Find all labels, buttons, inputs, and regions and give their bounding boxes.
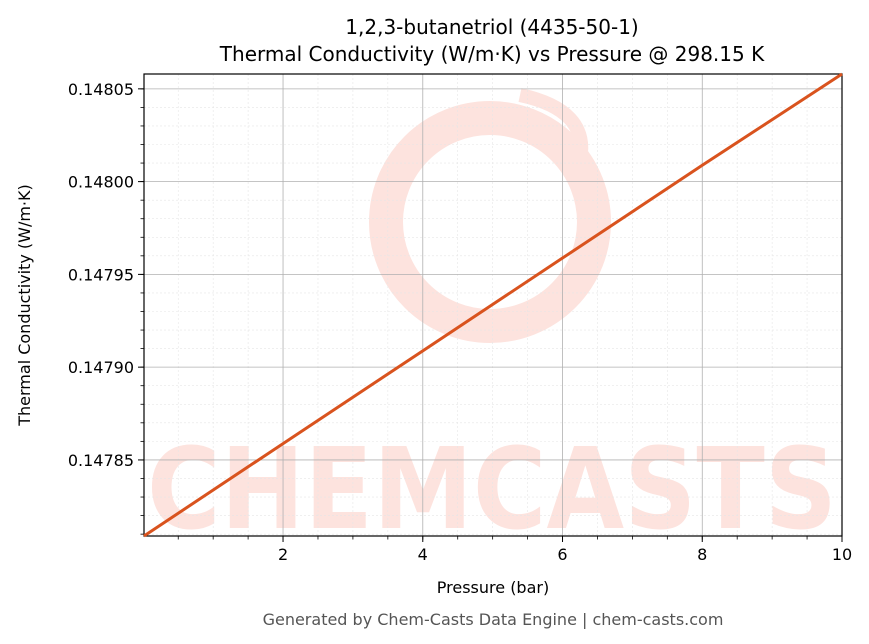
- watermark-swoosh: [518, 88, 589, 162]
- y-tick-labels: 0.14785 0.14790 0.14795 0.14800 0.14805: [68, 80, 134, 470]
- x-tick-label: 10: [832, 545, 852, 564]
- axis-ticks: [138, 88, 843, 542]
- series-group: [143, 72, 843, 538]
- y-axis-label: Thermal Conductivity (W/m·K): [15, 184, 34, 427]
- chart-subtitle: Thermal Conductivity (W/m·K) vs Pressure…: [219, 42, 765, 66]
- watermark-ring: [369, 101, 611, 343]
- series-line: [143, 72, 843, 538]
- footer-credit: Generated by Chem-Casts Data Engine | ch…: [263, 610, 724, 629]
- x-tick-label: 8: [697, 545, 707, 564]
- y-tick-label: 0.14805: [68, 80, 134, 99]
- watermark-text: CHEMCASTS: [147, 425, 837, 555]
- x-tick-labels: 2 4 6 8 10: [278, 545, 852, 564]
- x-tick-label: 4: [418, 545, 428, 564]
- chemcasts-watermark: CHEMCASTS: [147, 88, 837, 555]
- x-axis-label: Pressure (bar): [437, 578, 549, 597]
- y-tick-label: 0.14795: [68, 265, 134, 284]
- x-tick-label: 6: [557, 545, 567, 564]
- major-grid: [144, 74, 843, 536]
- chart-title: 1,2,3-butanetriol (4435-50-1): [345, 15, 638, 39]
- y-tick-label: 0.14800: [68, 173, 134, 192]
- y-tick-label: 0.14790: [68, 358, 134, 377]
- y-tick-label: 0.14785: [68, 451, 134, 470]
- x-tick-label: 2: [278, 545, 288, 564]
- minor-grid: [144, 74, 842, 536]
